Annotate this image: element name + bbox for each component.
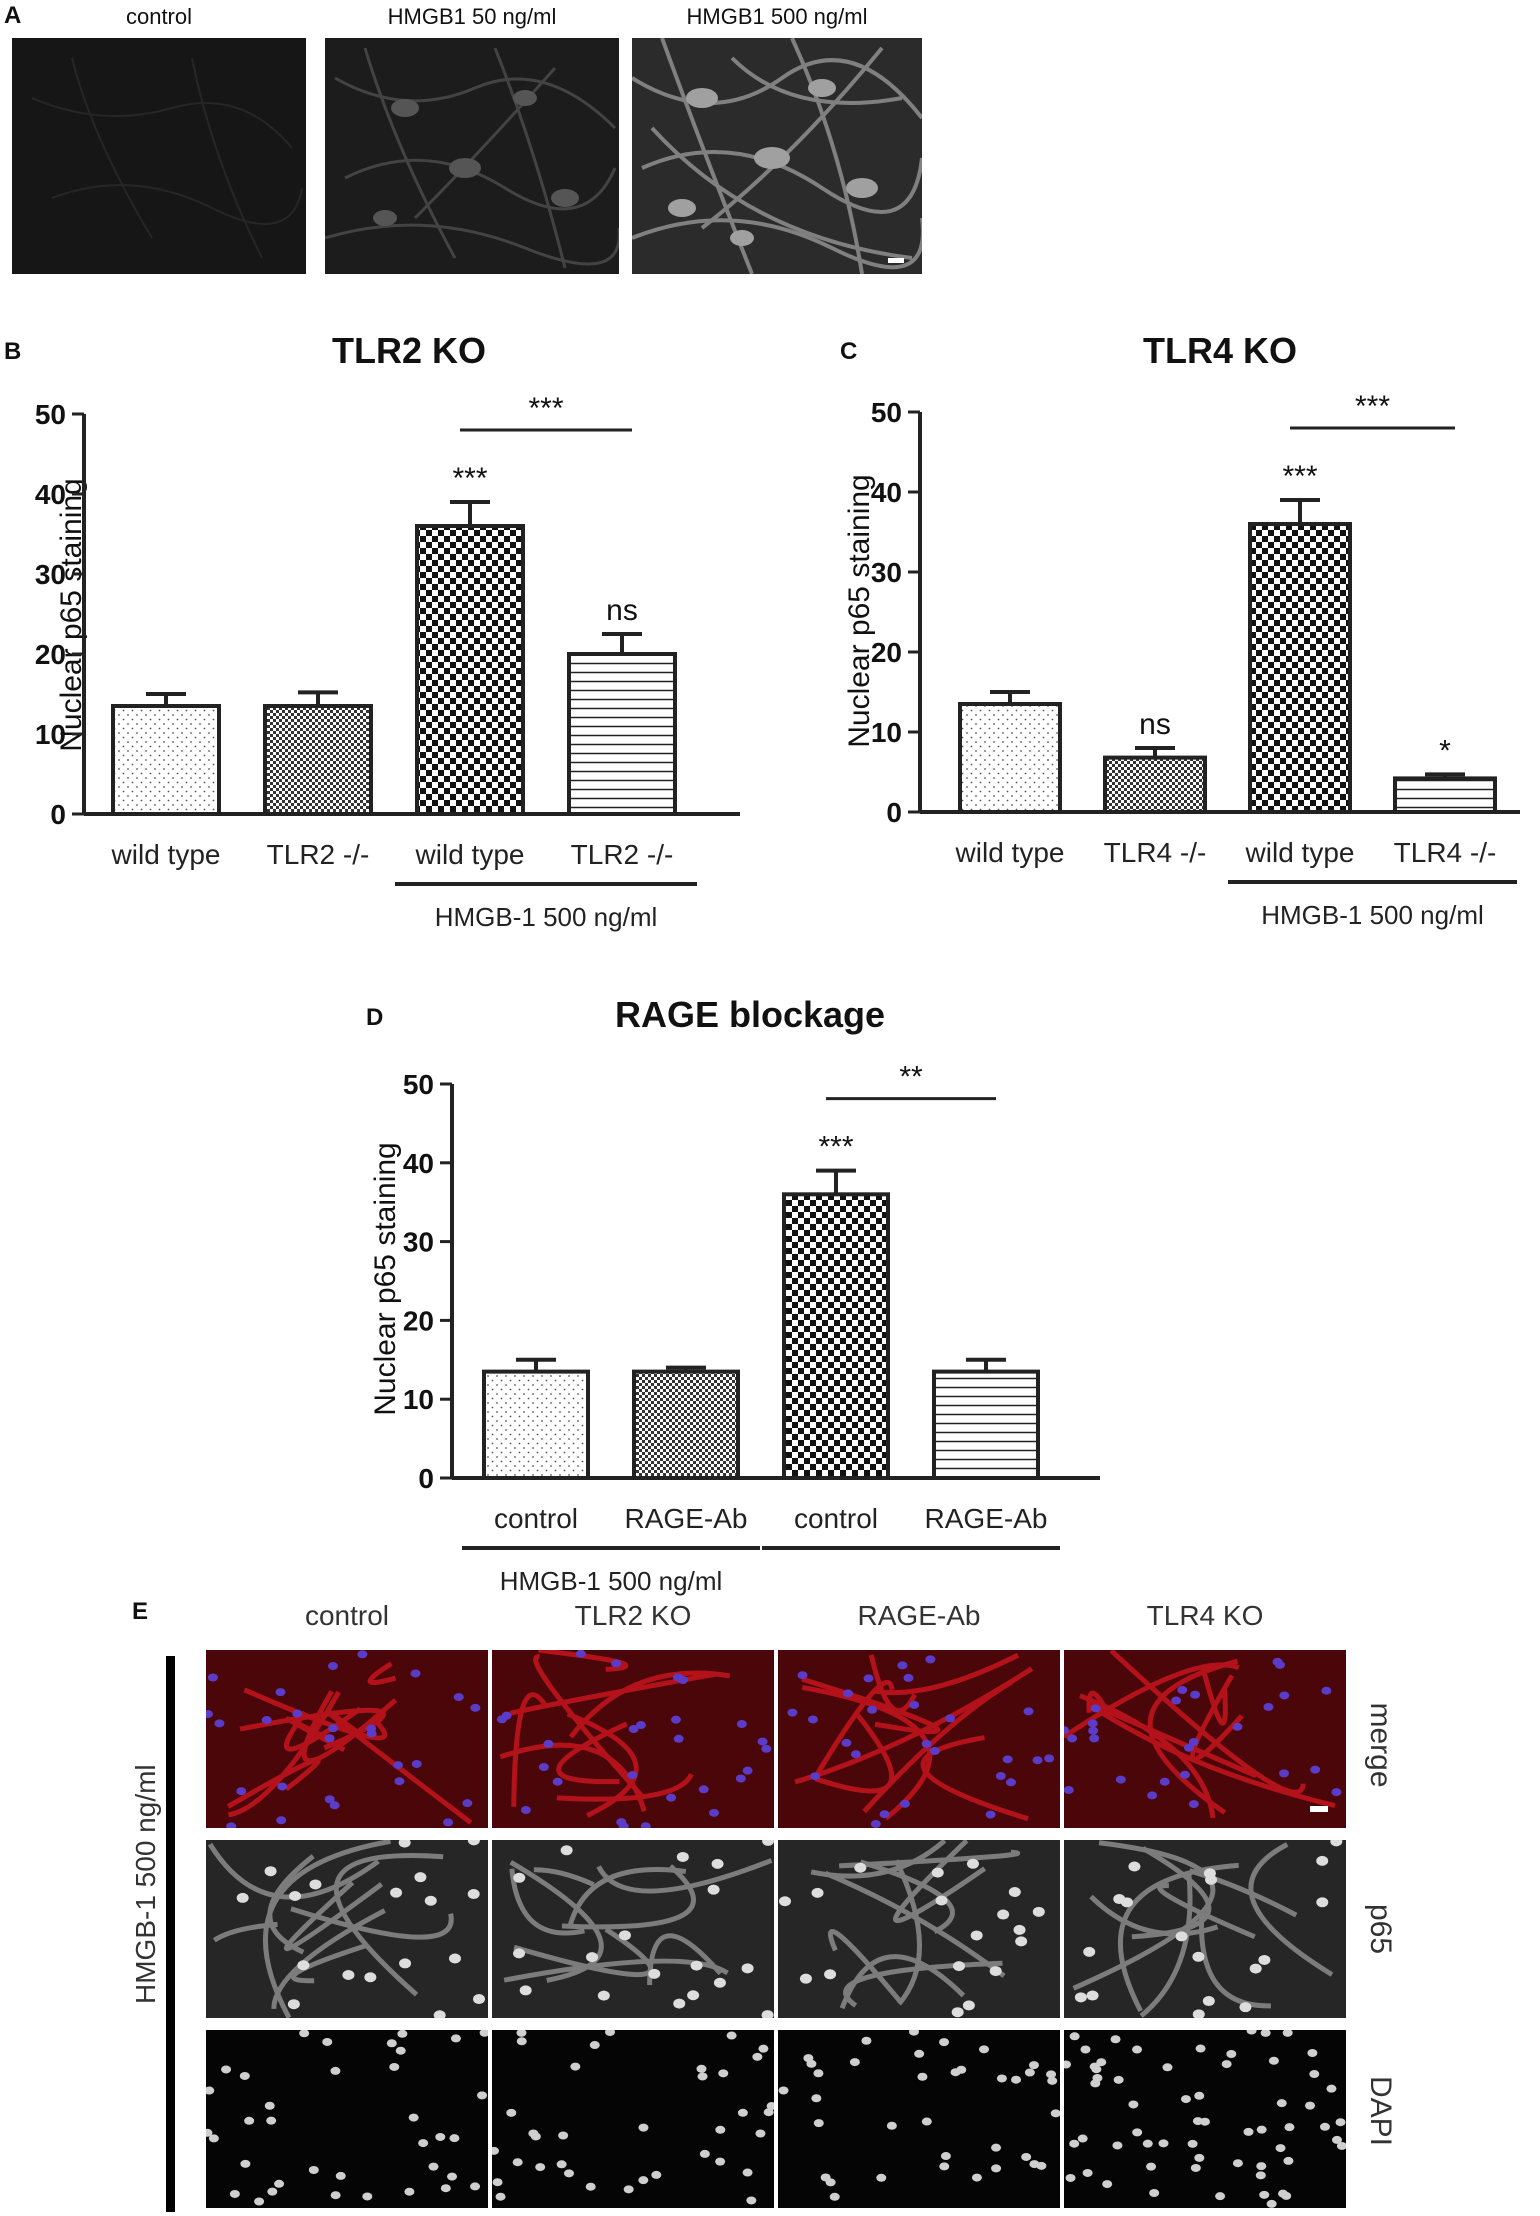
micrograph-hmgb1-500-texture [632,38,922,274]
significance-label: *** [818,1131,853,1164]
panel-e-col-control: control [304,1600,390,1631]
x-category-label: control [794,1503,878,1534]
chart-b: 0 10 20 30 40 50 wild type TLR2 -/- *** wild type… [35,392,740,932]
bar [263,704,373,816]
y-tick-label: 0 [886,797,902,828]
y-tick-label: 40 [871,477,902,508]
micrograph-DAPI-2 [492,2030,774,2208]
bar [782,1192,890,1480]
y-tick-label: 20 [871,637,902,668]
x-category-label: RAGE-Ab [625,1503,748,1534]
chart-b-title: TLR2 KO [331,330,486,371]
bar [567,652,677,816]
x-category-label: TLR2 -/- [267,839,370,870]
panel-b-label: B [4,338,22,365]
panel-e-col-rage: RAGE-Ab [857,1600,981,1631]
y-tick-label: 50 [871,397,902,428]
chart-c-title: TLR4 KO [1142,330,1297,371]
bar [482,1369,590,1480]
chart-d: 0 10 20 30 40 50 control RAGE-Ab *** control RAGE-… [403,1061,1100,1596]
micrograph-p65-1 [206,1840,488,2018]
panel-e-col-tlr4: TLR4 KO [1146,1600,1264,1631]
group-label: HMGB-1 500 ng/ml [500,1566,723,1596]
panel-c-label: C [840,338,858,365]
panel-e-row-dapi: DAPI [1364,2075,1397,2147]
y-tick-label: 10 [871,717,902,748]
y-tick-label: 10 [35,719,66,750]
group-label: HMGB-1 500 ng/ml [1261,900,1484,930]
y-tick-label: 30 [871,557,902,588]
group-label: HMGB-1 500 ng/ml [435,902,658,932]
significance-label: * [1439,734,1451,767]
y-tick-label: 20 [403,1305,434,1336]
panel-e-grid [206,1650,1346,2210]
bar [632,1369,740,1480]
y-tick-label: 10 [403,1384,434,1415]
y-tick-label: 40 [35,479,66,510]
micrograph-p65-3 [778,1840,1060,2018]
scale-bar [1310,1806,1328,1812]
bracket-significance-label: *** [528,392,563,425]
scale-bar [888,258,904,263]
micrograph-control [12,38,306,274]
panel-a-title-control: control [125,4,193,29]
bracket-significance-label: *** [1355,390,1390,423]
y-tick-label: 30 [403,1227,434,1258]
panel-e-side-label: HMGB-1 500 ng/ml [130,1764,161,2004]
y-tick-label: 20 [35,639,66,670]
micrograph-hmgb1-50 [325,38,619,274]
micrograph-p65-4 [1064,1840,1346,2018]
significance-label: *** [452,462,487,495]
panel-e-label: E [132,1598,149,1625]
chart-c: 0 10 20 30 40 50 wild type ns TLR4 -/- *** wild ty… [871,390,1520,930]
micrograph-hmgb1-500 [632,38,922,274]
panel-e-col-tlr2: TLR2 KO [574,1600,692,1631]
x-category-label: TLR2 -/- [571,839,674,870]
panel-a-label: A [4,2,22,29]
y-tick-label: 50 [403,1069,434,1100]
panel-e-row-merge: merge [1364,1702,1397,1788]
significance-label: ns [1139,708,1171,741]
x-category-label: wild type [111,839,221,870]
panel-d-label: D [366,1004,384,1031]
y-tick-label: 0 [418,1463,434,1494]
micrograph-merge-3 [778,1650,1060,1828]
panel-a-title-50: HMGB1 50 ng/ml [387,4,557,29]
micrograph-DAPI-1 [206,2030,488,2208]
micrograph-merge-1 [206,1650,488,1828]
y-tick-label: 0 [50,799,66,830]
panel-e-row-p65: p65 [1364,1903,1397,1955]
micrograph-hmgb1-50-texture [325,38,619,274]
y-tick-label: 30 [35,559,66,590]
x-category-label: wild type [415,839,525,870]
significance-label: *** [1282,460,1317,493]
micrograph-merge-2 [492,1650,774,1828]
significance-label: ns [606,594,638,627]
bar [1248,522,1352,814]
bar [932,1369,1040,1480]
x-category-label: wild type [1245,837,1355,868]
micrograph-merge-4 [1064,1650,1346,1828]
x-category-label: TLR4 -/- [1104,837,1207,868]
micrograph-DAPI-4 [1064,2030,1346,2208]
y-tick-label: 40 [403,1148,434,1179]
y-tick-label: 50 [35,399,66,430]
bar [415,524,525,816]
micrograph-DAPI-3 [778,2030,1060,2208]
micrograph-p65-2 [492,1840,774,2018]
x-category-label: TLR4 -/- [1394,837,1497,868]
bar [958,702,1062,814]
x-category-label: RAGE-Ab [925,1503,1048,1534]
bar [1393,776,1497,814]
bracket-significance-label: ** [899,1061,923,1094]
x-category-label: wild type [955,837,1065,868]
micrograph-control-texture [12,38,306,274]
bar [111,704,221,816]
chart-d-title: RAGE blockage [614,994,886,1035]
panel-e-side-bar [166,1656,175,2212]
panel-a-title-500: HMGB1 500 ng/ml [686,4,868,29]
x-category-label: control [494,1503,578,1534]
bar [1103,755,1207,815]
